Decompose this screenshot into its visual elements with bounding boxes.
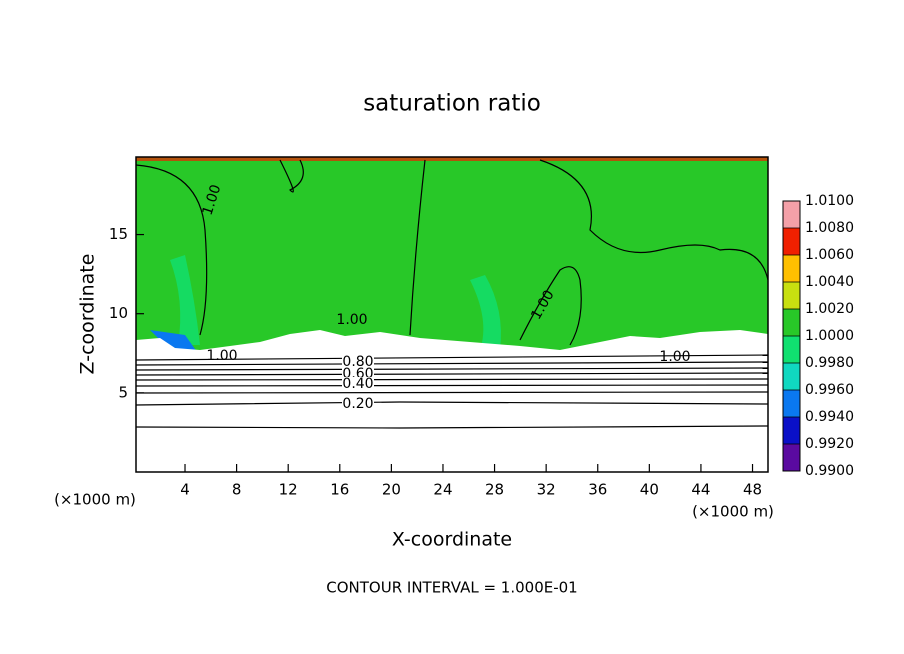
- contour-label: 1.00: [336, 312, 367, 328]
- contour-label-bg: [342, 397, 374, 411]
- y-tick-label: 15: [109, 225, 128, 243]
- contour-field: [135, 157, 769, 472]
- colorbar-swatch: [783, 255, 800, 282]
- contour-line: [135, 354, 769, 361]
- colorbar-tick-label: 1.0080: [805, 220, 854, 236]
- x-tick-label: 40: [640, 481, 659, 499]
- contour-line: [519, 266, 582, 346]
- colorbar-swatch: [783, 309, 800, 336]
- x-tick-label: 32: [537, 481, 556, 499]
- x-unit: (×1000 m): [692, 503, 774, 521]
- x-tick-label: 28: [485, 481, 504, 499]
- colorbar-swatch: [783, 444, 800, 471]
- y-tick-label: 10: [109, 304, 128, 322]
- x-tick-label: 8: [232, 481, 242, 499]
- colorbar-tick-label: 1.0040: [805, 274, 854, 290]
- contour-label: 0.20: [342, 396, 373, 412]
- colorbar-swatch: [783, 417, 800, 444]
- contour-label: 1.00: [659, 349, 690, 365]
- colorbar-tick-label: 0.9900: [805, 463, 854, 479]
- colorbar-swatch: [783, 282, 800, 309]
- x-unit: (×1000 m): [54, 491, 136, 509]
- chart-title: saturation ratio: [363, 91, 541, 117]
- contour-line: [135, 378, 769, 381]
- colorbar-tick-label: 0.9980: [805, 355, 854, 371]
- footer-note: CONTOUR INTERVAL = 1.000E-01: [326, 579, 577, 597]
- contour-label: 1.00: [206, 348, 237, 364]
- colorbar-swatch: [783, 336, 800, 363]
- x-tick-label: 4: [180, 481, 190, 499]
- colorbar-swatch: [783, 390, 800, 417]
- x-tick-label: 48: [743, 481, 762, 499]
- contour-line: [135, 401, 769, 406]
- contour-line: [135, 425, 769, 429]
- contour-line: [279, 159, 304, 193]
- contour-line: [135, 391, 769, 394]
- contour-label: 0.40: [342, 376, 373, 392]
- x-tick-label: 16: [330, 481, 349, 499]
- y-tick-label: 5: [118, 383, 128, 401]
- y-axis-label: Z-coordinate: [77, 254, 99, 375]
- contour-label-bg: [342, 377, 374, 391]
- colorbar-tick-label: 0.9940: [805, 409, 854, 425]
- colorbar-tick-label: 0.9920: [805, 436, 854, 452]
- contour-line: [135, 372, 769, 376]
- contour-line: [409, 159, 426, 336]
- colorbar-swatch: [783, 228, 800, 255]
- field-patch: [136, 157, 768, 161]
- clear-region: [136, 330, 768, 472]
- colorbar-swatch: [783, 363, 800, 390]
- contour-line: [135, 384, 769, 387]
- field-patch: [470, 275, 501, 350]
- contour-line: [135, 367, 769, 371]
- field-patch: [170, 255, 200, 345]
- x-tick-label: 12: [279, 481, 298, 499]
- colorbar-tick-label: 1.0060: [805, 247, 854, 263]
- colorbar-tick-label: 1.0020: [805, 301, 854, 317]
- contour-line: [135, 361, 769, 366]
- contour-line: [539, 159, 769, 281]
- x-tick-label: 36: [588, 481, 607, 499]
- x-tick-label: 20: [382, 481, 401, 499]
- colorbar-tick-label: 0.9960: [805, 382, 854, 398]
- colorbar-tick-label: 1.0100: [805, 193, 854, 209]
- plot-frame: [135, 156, 769, 473]
- colorbar-tick-label: 1.0000: [805, 328, 854, 344]
- x-axis-label: X-coordinate: [392, 529, 512, 551]
- contour-label: 0.80: [342, 354, 373, 370]
- x-tick-label: 44: [691, 481, 710, 499]
- contour-label-bg: [342, 355, 374, 369]
- x-tick-label: 24: [433, 481, 452, 499]
- colorbar-swatch: [783, 201, 800, 228]
- contour-line: [135, 164, 208, 336]
